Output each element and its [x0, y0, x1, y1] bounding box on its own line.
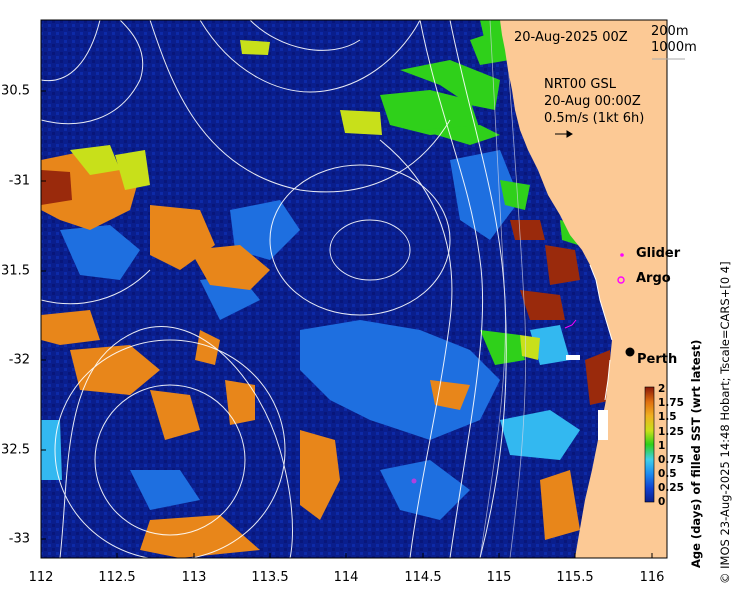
argo-marker — [617, 276, 625, 284]
current-label-source: NRT00 GSL — [544, 77, 616, 92]
colorbar-tick: 1.25 — [658, 426, 684, 438]
sst-yellow-patches — [70, 40, 540, 360]
argo-in-map — [411, 478, 417, 484]
y-tick: 32.5 — [1, 442, 30, 458]
colorbar-tick: 1.5 — [658, 411, 677, 423]
colorbar-tick: 2 — [658, 383, 666, 395]
sst-orange-patches — [41, 150, 580, 558]
x-tick: 113 — [181, 570, 207, 585]
x-tick: 115 — [486, 570, 512, 585]
plot-frame — [40, 19, 668, 559]
x-tick: 112 — [28, 570, 54, 585]
colorbar-tick: 0 — [658, 496, 666, 508]
colorbar-tick: 0.75 — [658, 454, 684, 466]
depth-legend-1000m: 1000m — [651, 40, 697, 55]
x-tick: 112.5 — [98, 570, 136, 585]
bathymetry-lines — [479, 20, 527, 558]
rottnest — [566, 355, 580, 360]
x-axis-ticks — [40, 553, 653, 558]
colorbar — [644, 386, 655, 503]
current-label-time: 20-Aug 00:00Z — [544, 94, 641, 109]
coast-white-patch — [598, 410, 608, 440]
y-tick: 31.5 — [1, 263, 30, 279]
y-tick: 30.5 — [1, 83, 30, 99]
x-tick: 114.5 — [404, 570, 442, 585]
x-tick: 113.5 — [251, 570, 289, 585]
coastline — [589, 264, 613, 401]
x-tick: 114 — [333, 570, 359, 585]
glider-track — [564, 319, 577, 329]
glider-label: Glider — [636, 246, 681, 261]
x-tick: 116 — [639, 570, 665, 585]
city-label-perth: Perth — [637, 352, 678, 367]
y-tick: -32 — [8, 352, 30, 368]
land-australia — [500, 20, 667, 558]
colorbar-title: Age (days) of filled SST (wrt latest) — [689, 339, 703, 568]
y-axis-ticks — [41, 90, 46, 540]
sst-red-patches — [41, 170, 612, 405]
current-scale-arrow — [555, 130, 573, 138]
credit-text: © IMOS 23-Aug-2025 14:48 Hobart; Tscale=… — [718, 261, 732, 584]
colorbar-tick: 0.25 — [658, 482, 684, 494]
colorbar-tick: 0.5 — [658, 468, 677, 480]
current-label-scale: 0.5m/s (1kt 6h) — [544, 111, 645, 126]
sst-lightblue-patches — [41, 325, 580, 480]
perth-marker — [625, 347, 635, 357]
depth-legend-200m: 200m — [651, 24, 689, 39]
y-tick: -33 — [8, 531, 30, 547]
colorbar-tick: 1 — [658, 440, 666, 452]
y-tick: -31 — [8, 173, 30, 189]
argo-label: Argo — [636, 271, 671, 286]
x-tick: 115.5 — [556, 570, 594, 585]
colorbar-tick: 1.75 — [658, 397, 684, 409]
glider-marker — [620, 253, 624, 257]
map-date-title: 20-Aug-2025 00Z — [514, 30, 628, 45]
